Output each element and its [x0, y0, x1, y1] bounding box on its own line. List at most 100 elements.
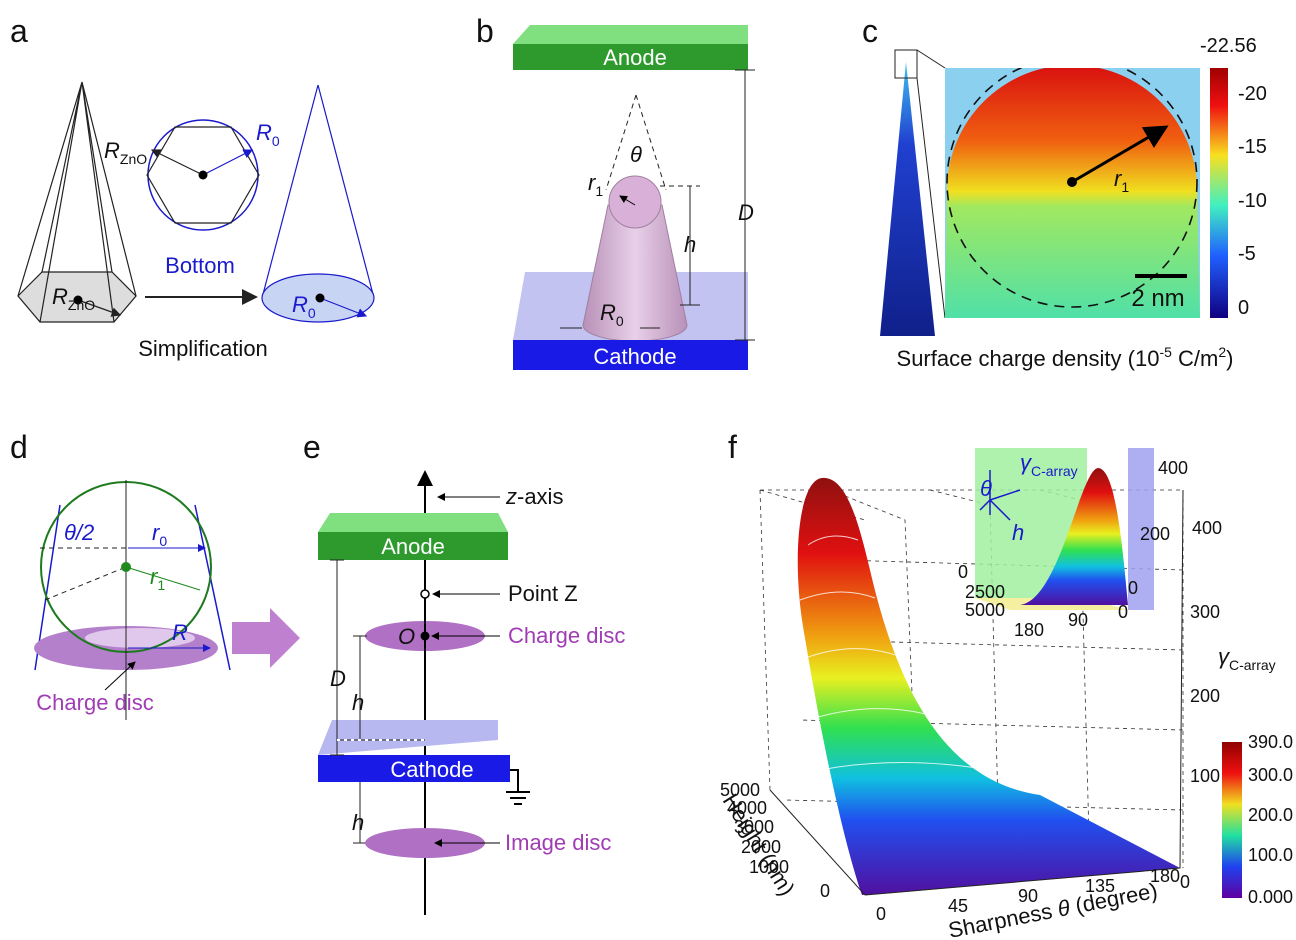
colorbar-tick-label: 200.0 [1248, 805, 1293, 825]
z-tick-label: 100 [1190, 766, 1220, 786]
panel-letter: a [10, 13, 28, 49]
inset-y-tick: 0 [958, 562, 968, 582]
shape-tspan: 1 [1121, 179, 1129, 195]
z-tick-label: 400 [1192, 518, 1222, 538]
colorbar-tick-label: -5 [1238, 243, 1256, 265]
shape-tspan: 0 [616, 313, 624, 329]
inset-x-tick: 0 [1118, 602, 1128, 622]
shape-circle [609, 176, 661, 228]
inset-z-tick: 400 [1158, 458, 1188, 478]
shape-line [152, 150, 203, 175]
label: Simplification [138, 336, 268, 361]
shape-circle [121, 562, 131, 572]
shape-path [330, 560, 425, 843]
shape-polygon [513, 25, 748, 44]
label: h [1012, 520, 1024, 545]
shape-tspan: ZnO [68, 297, 95, 313]
scale-bar-label: 2 nm [1131, 285, 1184, 312]
inset-z-tick: 0 [1128, 578, 1138, 598]
shape-circle [421, 590, 429, 598]
panel-letter: d [10, 429, 28, 465]
shape-g [18, 82, 374, 322]
z-tick-label: 300 [1190, 602, 1220, 622]
label: θ/2 [64, 520, 94, 545]
colorbar-tick-label: 0 [1238, 297, 1249, 319]
label: r0 [152, 520, 167, 549]
colorbar-tick-label: 0.000 [1248, 887, 1293, 907]
colorbar-tick-label: -10 [1238, 190, 1267, 212]
z-tick-label: 0 [1180, 872, 1190, 892]
label: h [684, 232, 696, 257]
axis-label: z [505, 484, 517, 509]
y-tick-label: 0 [820, 881, 830, 901]
colorbar-tick-label: 300.0 [1248, 765, 1293, 785]
panel-letter: c [862, 13, 878, 49]
inset-y-tick: 5000 [965, 600, 1005, 620]
shape-tspan: R [600, 300, 616, 325]
shape-circle [316, 294, 325, 303]
shape-tspan: 2 [1218, 344, 1226, 360]
panel-letter: e [303, 429, 321, 465]
shape-tspan: 0 [308, 305, 316, 321]
shape-circle [199, 171, 208, 180]
label: R [172, 620, 188, 645]
caption: Surface charge density (10-5 C/m2) [897, 344, 1234, 371]
shape-tspan: R [292, 292, 308, 317]
colorbar-tick-label: -22.56 [1200, 35, 1257, 57]
shape-tspan: 0 [272, 133, 280, 149]
shape-line [203, 150, 252, 175]
label: O [398, 624, 415, 649]
label: r1 [588, 170, 603, 199]
label: Charge disc [508, 623, 625, 648]
shape-tspan: 1 [157, 577, 165, 593]
label: Image disc [505, 830, 611, 855]
label: RZnO [104, 138, 147, 167]
shape-tspan: 0 [159, 533, 167, 549]
x-tick-label: 0 [876, 904, 886, 924]
shape-tspan: R [256, 120, 272, 145]
shape-tspan: R [104, 138, 120, 163]
x-tick-label: 45 [948, 896, 968, 916]
inset-x-tick: 90 [1068, 610, 1088, 630]
figure: a RZnO R0 Bottom RZnO R0 Simplification … [0, 0, 1296, 940]
axis-label: -axis [517, 484, 563, 509]
colorbar-tick-label: -20 [1238, 83, 1267, 105]
shape-tspan: R [52, 284, 68, 309]
shape-tspan: 1 [595, 183, 603, 199]
z-tick-label: 200 [1190, 686, 1220, 706]
label: Charge disc [36, 690, 153, 715]
colorbar-tick-label: 100.0 [1248, 845, 1293, 865]
shape-tspan: Surface charge density (10 [897, 346, 1160, 371]
colorbar-tick-label: -15 [1238, 136, 1267, 158]
axis-label: γC-array [1218, 644, 1276, 673]
inset-y-tick: 2500 [965, 582, 1005, 602]
shape-polygon [232, 608, 300, 668]
label: R0 [256, 120, 280, 149]
shape-rect [1222, 742, 1242, 898]
shape-polygon [318, 513, 508, 532]
shape-polygon [318, 720, 498, 755]
shape-tspan: C-array [1031, 463, 1078, 479]
shape-path [262, 85, 374, 298]
label: Point Z [508, 581, 578, 606]
inset-z-tick: 200 [1140, 524, 1170, 544]
label: h [352, 690, 364, 715]
shape-path [606, 95, 700, 190]
shape-tspan: C/m [1172, 346, 1218, 371]
shape-circle [421, 632, 430, 641]
label: D [738, 200, 754, 225]
shape-rect [1210, 68, 1228, 318]
axis-label: Sharpness θ (degree) [946, 878, 1159, 940]
panel-letter: f [728, 429, 737, 465]
label: Cathode [593, 344, 676, 369]
panel-letter: b [476, 13, 494, 49]
label: h [352, 810, 364, 835]
label: D [330, 666, 346, 691]
label: θ [980, 476, 992, 501]
label: Anode [603, 45, 667, 70]
shape-tspan: -5 [1159, 344, 1172, 360]
shape-tspan: ZnO [120, 151, 147, 167]
label: Bottom [165, 253, 235, 278]
label: Anode [381, 534, 445, 559]
label: z-axis [505, 484, 563, 509]
